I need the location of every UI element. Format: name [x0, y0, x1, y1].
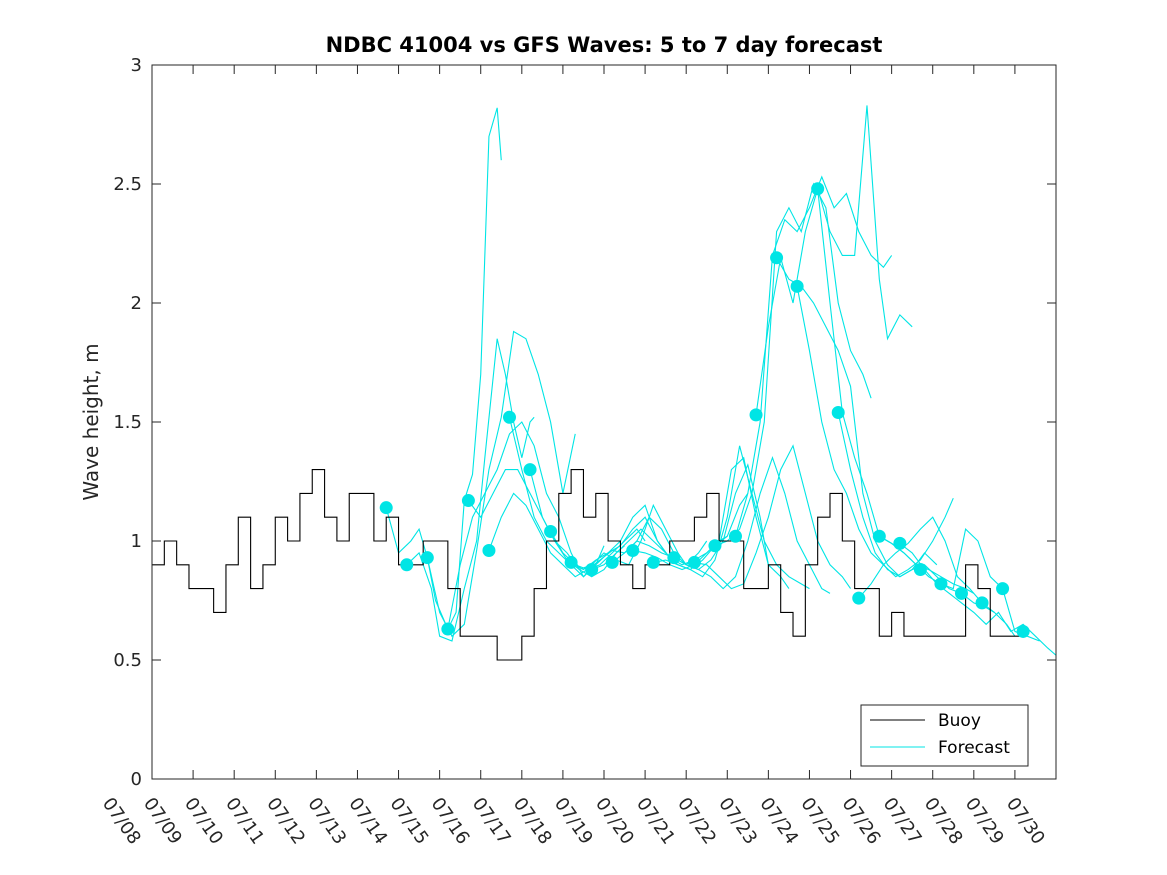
forecast-point [872, 529, 886, 543]
forecast-point [749, 408, 763, 422]
forecast-point [770, 251, 784, 265]
y-tick-label: 0 [131, 769, 142, 790]
forecast-point [996, 582, 1010, 596]
forecast-point [482, 544, 496, 558]
buoy-series [152, 469, 1024, 661]
plot-area [152, 65, 1056, 779]
forecast-point [954, 586, 968, 600]
forecast-point [893, 536, 907, 550]
forecast-line [385, 107, 502, 631]
forecast-line [899, 542, 1057, 656]
forecast-point [790, 279, 804, 293]
forecast-line [858, 516, 1016, 637]
forecast-line [879, 528, 1040, 642]
forecast-line [755, 105, 913, 415]
forecast-point [379, 501, 393, 515]
forecast-line [796, 286, 954, 578]
forecast-point [934, 577, 948, 591]
forecast-point [461, 494, 475, 508]
forecast-point [605, 555, 619, 569]
forecast-point [667, 551, 681, 565]
forecast-line [426, 330, 576, 638]
y-tick-label: 0.5 [113, 650, 142, 671]
y-tick-label: 3 [131, 55, 142, 76]
forecast-point [1016, 624, 1030, 638]
forecast-point [975, 596, 989, 610]
forecast-point [585, 563, 599, 577]
forecast-point [811, 182, 825, 196]
forecast-point [544, 524, 558, 538]
forecast-point [400, 558, 414, 572]
forecast-markers [379, 182, 1030, 638]
forecast-point [502, 410, 516, 424]
forecast-point [441, 622, 455, 636]
forecast-point [626, 544, 640, 558]
forecast-line [570, 516, 728, 571]
y-tick-label: 2 [131, 293, 142, 314]
forecast-point [913, 563, 927, 577]
buoy-line [152, 469, 1024, 661]
legend-box [860, 704, 1029, 767]
forecast-point [831, 405, 845, 419]
forecast-point [687, 555, 701, 569]
forecast-line [406, 338, 535, 642]
y-tick-label: 1 [131, 531, 142, 552]
y-axis-label: Wave height, m [79, 343, 103, 500]
forecast-point [708, 539, 722, 553]
y-tick-label: 1.5 [113, 412, 142, 433]
forecast-point [523, 463, 537, 477]
forecast-point [646, 555, 660, 569]
forecast-point [852, 591, 866, 605]
y-tick-label: 2.5 [113, 174, 142, 195]
legend-buoy-label: Buoy [938, 711, 981, 731]
forecast-point [728, 529, 742, 543]
forecast-line [673, 456, 831, 594]
forecast-point [564, 555, 578, 569]
legend: Buoy Forecast [860, 704, 1029, 767]
forecast-line [714, 182, 872, 547]
legend-forecast-label: Forecast [938, 738, 1010, 758]
forecast-point [420, 551, 434, 565]
chart-title: NDBC 41004 vs GFS Waves: 5 to 7 day fore… [326, 33, 883, 57]
forecast-line [694, 444, 851, 590]
forecast-line [653, 445, 810, 590]
